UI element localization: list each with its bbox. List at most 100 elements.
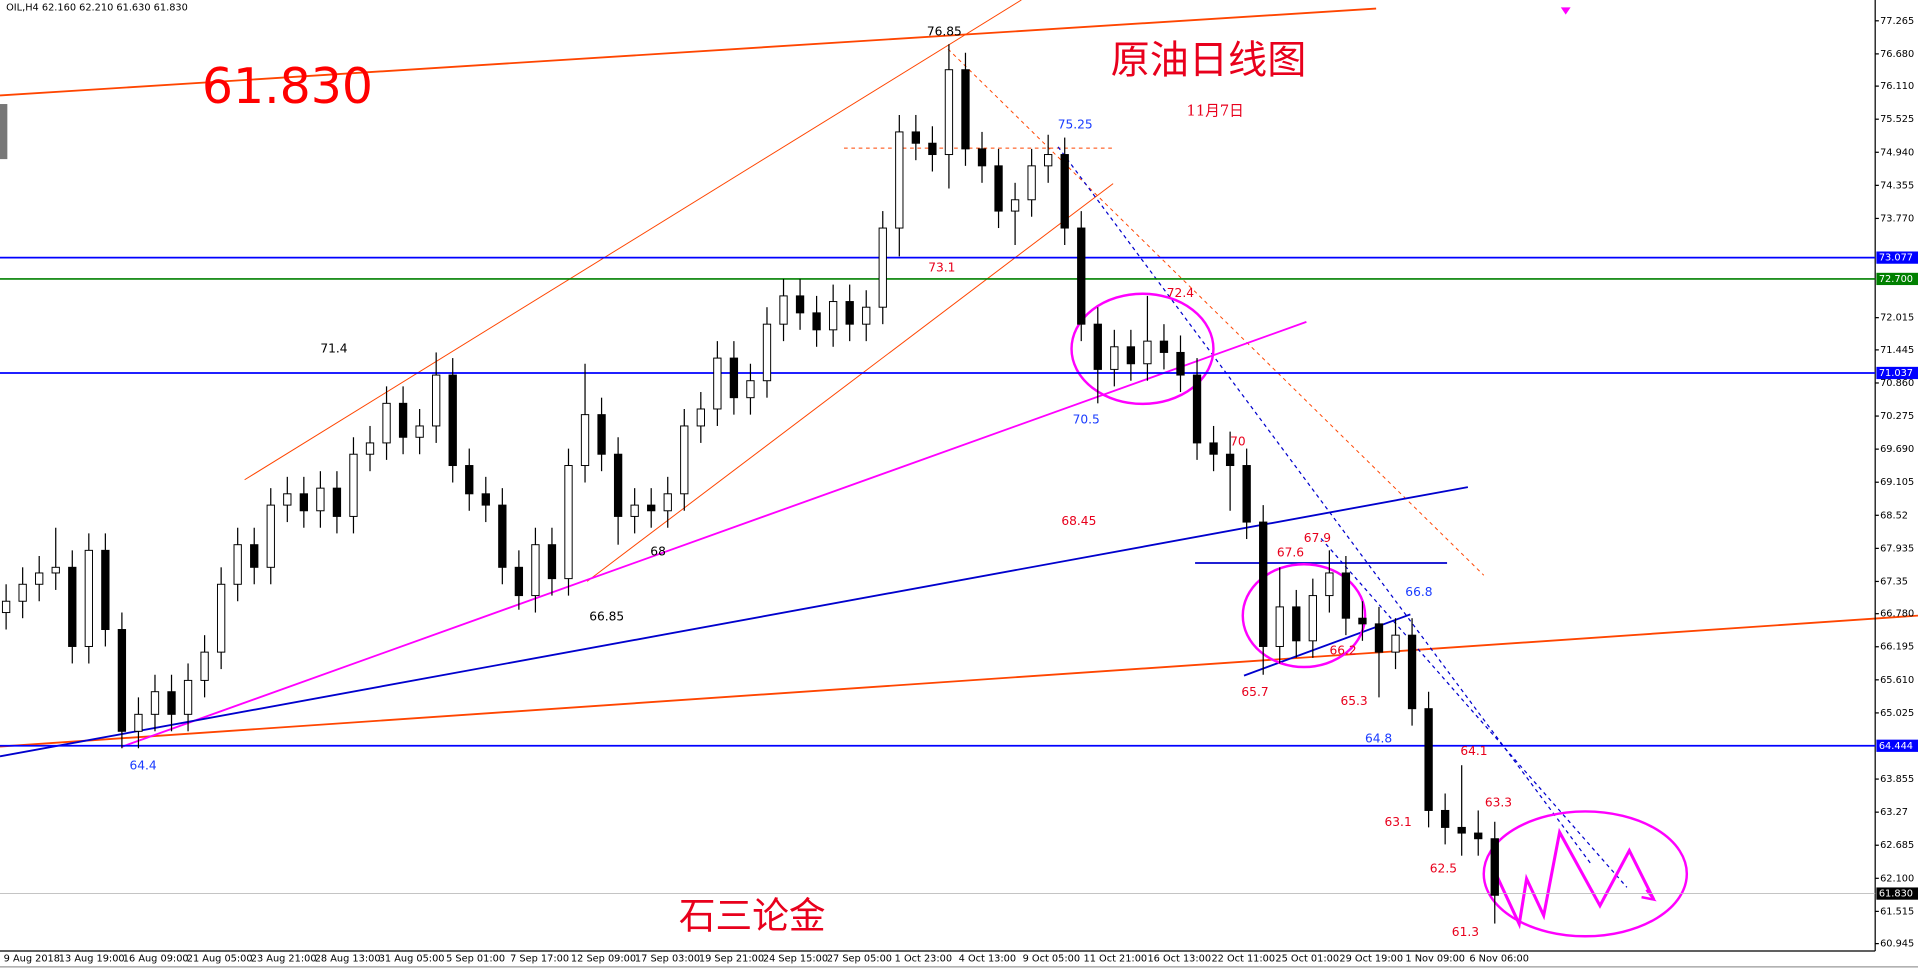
x-tick-label: 1 Nov 09:00 — [1405, 953, 1465, 964]
trend-line — [947, 48, 1485, 576]
candle-body — [680, 425, 689, 495]
x-tick-label: 28 Aug 13:00 — [315, 953, 381, 964]
y-tick-label: 77.265 — [1880, 16, 1914, 27]
candle-body — [1159, 340, 1169, 353]
y-tick-label: 69.690 — [1880, 444, 1914, 455]
y-tick-label: 73.770 — [1880, 213, 1914, 224]
candle-body — [432, 374, 441, 427]
x-tick-label: 22 Oct 11:00 — [1211, 953, 1275, 964]
candle-body — [68, 566, 77, 647]
x-tick-label: 17 Sep 03:00 — [635, 953, 700, 964]
level-tag — [1876, 272, 1918, 286]
y-tick-label: 71.445 — [1880, 345, 1914, 356]
y-tick-label: 65.610 — [1880, 675, 1914, 686]
candle-body — [663, 493, 672, 512]
trend-line — [244, 0, 1022, 481]
candle-body — [895, 131, 904, 229]
candle-body — [332, 487, 342, 517]
price-annotation: 70.5 — [1073, 412, 1100, 426]
candle-body — [597, 414, 606, 455]
candle-body — [828, 301, 838, 331]
candle-body — [1, 600, 11, 614]
x-tick-label: 23 Aug 21:00 — [251, 953, 317, 964]
candle-body — [266, 504, 275, 568]
signature: 石三论金 — [679, 895, 826, 938]
candle-body — [1440, 809, 1450, 828]
candle-body — [200, 651, 209, 681]
price-annotation: 63.3 — [1485, 795, 1512, 809]
highlight-ellipse — [1241, 562, 1367, 669]
x-tick-label: 6 Nov 06:00 — [1469, 953, 1529, 964]
y-tick-label: 67.935 — [1880, 543, 1914, 554]
y-tick-label: 76.110 — [1880, 81, 1914, 92]
y-tick-label: 70.275 — [1880, 411, 1914, 422]
candle-body — [1010, 199, 1020, 212]
candle-body — [613, 453, 623, 517]
level-tag — [1876, 366, 1918, 380]
y-tick-label: 65.025 — [1880, 708, 1914, 719]
y-tick-label: 74.355 — [1880, 180, 1914, 191]
candle-body — [647, 504, 656, 512]
candle-body — [961, 69, 970, 150]
candle-body — [1225, 453, 1235, 467]
x-tick-label: 13 Aug 19:00 — [59, 953, 125, 964]
x-tick-label: 29 Oct 19:00 — [1339, 953, 1403, 964]
price-annotation: 64.1 — [1460, 744, 1487, 758]
candle-body — [729, 357, 739, 399]
candle-body — [1192, 374, 1202, 444]
candle-body — [382, 402, 391, 444]
candle-body — [1093, 323, 1102, 370]
candle-body — [299, 493, 309, 512]
y-tick-label: 69.105 — [1880, 477, 1914, 488]
candle-body — [1474, 832, 1483, 840]
candle-body — [481, 493, 490, 506]
x-tick-label: 7 Sep 17:00 — [510, 953, 569, 964]
candle-body — [911, 131, 921, 144]
price-annotation: 65.3 — [1340, 694, 1367, 708]
candle-body — [977, 148, 987, 167]
candle-body — [183, 679, 193, 715]
candle-body — [51, 566, 60, 574]
x-tick-label: 9 Oct 05:00 — [1023, 953, 1080, 964]
y-tick-label: 67.35 — [1880, 576, 1908, 587]
x-tick-label: 4 Oct 13:00 — [959, 953, 1016, 964]
y-tick-label: 72.015 — [1880, 313, 1914, 324]
highlight-ellipse — [1482, 810, 1689, 938]
trend-line — [586, 183, 1114, 582]
x-tick-label: 27 Sep 05:00 — [827, 953, 892, 964]
candle-body — [514, 566, 524, 597]
trend-line — [122, 321, 1307, 748]
y-tick-label: 75.525 — [1880, 114, 1914, 125]
y-tick-label: 74.940 — [1880, 147, 1914, 158]
candle-body — [531, 544, 540, 597]
candle-body — [365, 442, 375, 455]
date-label: 11月7日 — [1187, 102, 1244, 119]
level-tag — [1876, 251, 1918, 264]
price-annotation: 64.8 — [1365, 732, 1392, 746]
candle-body — [1044, 154, 1053, 167]
price-big: 61.830 — [202, 58, 373, 115]
candle-body — [1275, 606, 1284, 647]
x-tick-label: 19 Sep 21:00 — [699, 953, 764, 964]
candle-body — [1242, 465, 1251, 523]
candle-body — [845, 301, 854, 325]
candle-body — [1374, 623, 1384, 653]
y-tick-label: 63.855 — [1880, 774, 1914, 785]
candle-body — [1209, 442, 1218, 455]
candle-body — [1126, 346, 1136, 365]
x-tick-label: 31 Aug 05:00 — [379, 953, 445, 964]
x-tick-label: 9 Aug 2018 — [4, 953, 60, 964]
candle-body — [18, 583, 27, 602]
candle-body — [713, 357, 722, 410]
price-annotation: 76.85 — [927, 24, 962, 38]
candle-body — [1027, 165, 1036, 201]
candle-body — [233, 544, 242, 585]
candle-body — [101, 549, 110, 631]
y-tick-label: 61.515 — [1880, 906, 1914, 917]
level-label: 71.037 — [1879, 368, 1913, 379]
candle-body — [415, 425, 424, 438]
candle-body — [630, 504, 639, 517]
x-tick-label: 16 Oct 13:00 — [1147, 953, 1211, 964]
candle-body — [1424, 708, 1433, 811]
